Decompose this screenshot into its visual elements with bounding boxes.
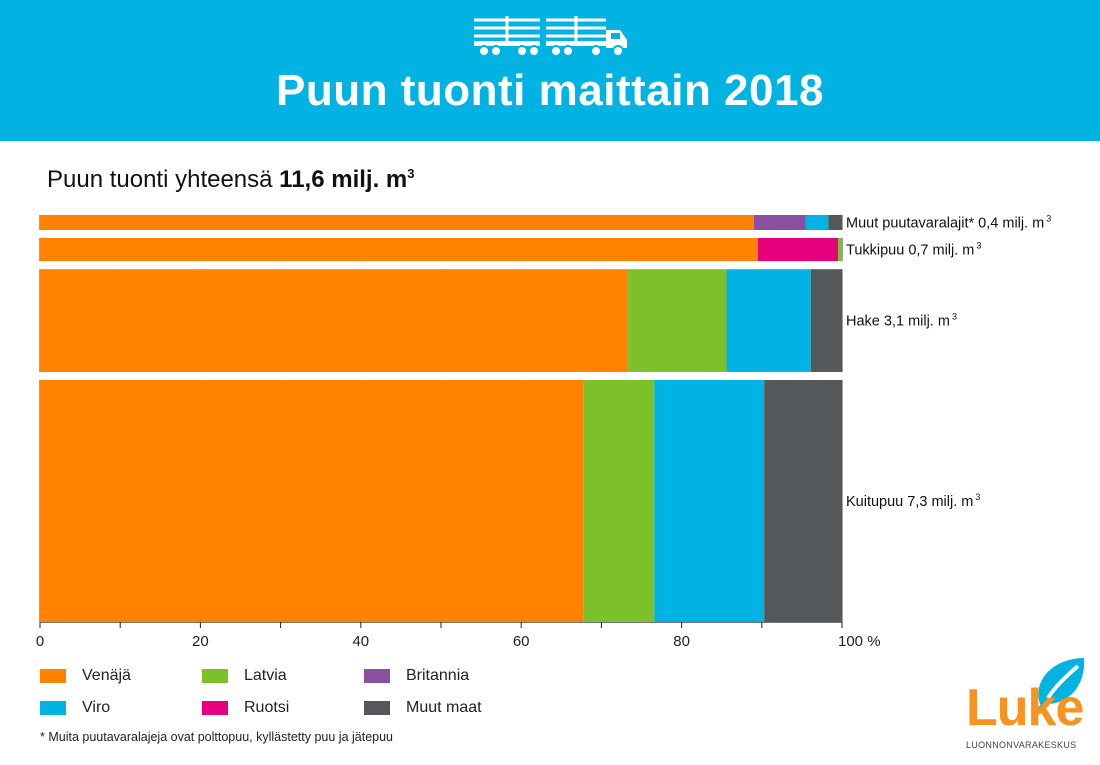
legend-label: Muut maat	[406, 699, 482, 716]
bar-segment	[757, 238, 838, 262]
x-tick-label: 60	[513, 633, 530, 650]
legend-item-muut-maat: Muut maat	[364, 699, 482, 717]
bar-segment	[764, 379, 842, 622]
legend-label: Venäjä	[82, 667, 131, 684]
subtitle-total: 11,6 milj. m	[279, 166, 408, 193]
x-tick-label: 40	[352, 633, 369, 650]
bar-segment	[805, 215, 829, 230]
page-title: Puun tuonti maittain 2018	[276, 66, 824, 115]
subtitle-prefix: Puun tuonti yhteensä	[47, 166, 280, 193]
legend-label: Viro	[82, 699, 111, 716]
legend-item-latvia: Latvia	[202, 667, 287, 685]
logo-wordmark: Luke	[966, 679, 1084, 737]
legend-item-venaja: Venäjä	[40, 667, 131, 685]
bar-segment	[654, 379, 765, 622]
logo-subtitle: LUONNONVARAKESKUS	[966, 740, 1077, 750]
header-banner: Puun tuonti maittain 2018	[0, 0, 1100, 141]
x-tick-label: 80	[673, 633, 690, 650]
bar-segment	[40, 215, 754, 230]
legend-swatch	[202, 701, 228, 715]
luke-leaf-icon	[1036, 658, 1085, 714]
category-label-sup: 3	[952, 312, 957, 322]
x-tick-label: 0	[36, 633, 44, 650]
bar-segment	[583, 379, 655, 622]
bar-segment	[837, 238, 842, 262]
bar-separator	[39, 230, 843, 238]
footnote: * Muita puutavaralajeja ovat polttopuu, …	[40, 730, 394, 744]
bar-segment	[627, 269, 727, 372]
timber-truck-icon	[474, 16, 627, 57]
legend-item-ruotsi: Ruotsi	[202, 699, 289, 717]
bar-separator	[39, 371, 843, 380]
category-label-sup: 3	[975, 492, 980, 502]
bar-segment	[810, 269, 842, 372]
stacked-bar-chart: 0 20 40 60 80 100 % Muut puutavaralajit* 0,4 m…	[36, 214, 1051, 651]
category-label-sup: 3	[976, 241, 981, 251]
bar-segment	[40, 269, 628, 372]
legend-swatch	[40, 701, 66, 715]
bar-segment	[40, 238, 758, 262]
category-label-sup: 3	[1046, 214, 1051, 224]
legend-item-britannia: Britannia	[364, 667, 469, 685]
x-tick-label: 100 %	[838, 633, 881, 650]
bar-segment	[753, 215, 806, 230]
legend-swatch	[40, 669, 66, 683]
legend-item-viro: Viro	[40, 699, 110, 717]
chart-subtitle: Puun tuonti yhteensä 11,6 milj. m3	[47, 166, 414, 194]
bar-separator	[39, 261, 843, 270]
bar-segment	[828, 215, 842, 230]
legend-swatch	[202, 669, 228, 683]
legend-label: Britannia	[406, 667, 470, 684]
bar-segment	[40, 379, 584, 622]
legend-label: Latvia	[244, 667, 287, 684]
legend-swatch	[364, 669, 390, 683]
bar-segment	[726, 269, 811, 372]
x-tick-label: 20	[192, 633, 209, 650]
legend-label: Ruotsi	[244, 699, 290, 716]
legend-swatch	[364, 701, 390, 715]
subtitle-unit-sup: 3	[407, 166, 415, 181]
